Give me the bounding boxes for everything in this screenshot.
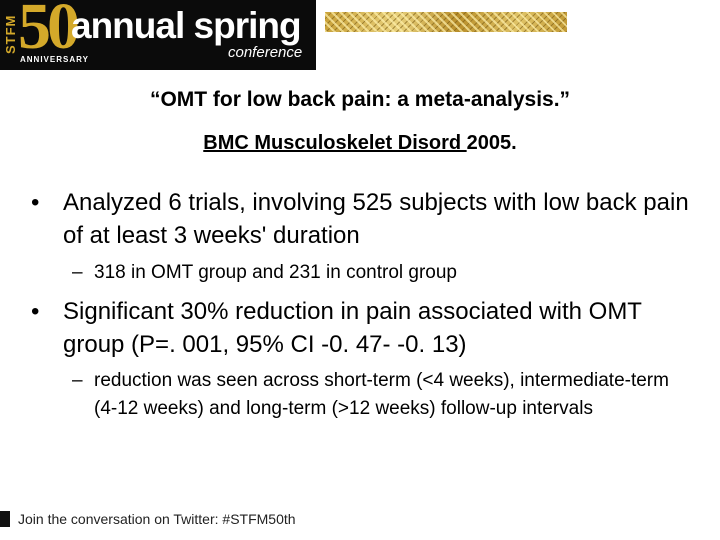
gold-glitter-decoration <box>325 12 567 32</box>
logo-conference-text: conference <box>228 44 303 61</box>
footer: Join the conversation on Twitter: #STFM5… <box>0 509 400 529</box>
bullet-text: Analyzed 6 trials, involving 525 subject… <box>63 189 689 249</box>
conference-logo: STFM 50 ANNIVERSARY annual spring confer… <box>0 0 316 70</box>
logo-annual-spring-text: annual spring <box>71 5 302 46</box>
sub-bullet-dash-icon: – <box>72 370 83 391</box>
footer-square-icon <box>0 511 10 527</box>
footer-twitter-text: Join the conversation on Twitter: #STFM5… <box>18 511 296 527</box>
citation: BMC Musculoskelet Disord 2005. <box>0 132 720 155</box>
bullet-item: • Analyzed 6 trials, involving 525 subje… <box>31 186 691 252</box>
bullet-text: Significant 30% reduction in pain associ… <box>63 298 642 358</box>
bullet-dot-icon: • <box>31 298 40 325</box>
citation-journal: BMC Musculoskelet Disord <box>203 132 467 154</box>
bullet-item: • Significant 30% reduction in pain asso… <box>31 295 691 361</box>
sub-bullet-text: 318 in OMT group and 231 in control grou… <box>94 262 457 283</box>
citation-year: 2005. <box>466 132 517 154</box>
sub-bullet-dash-icon: – <box>72 262 83 283</box>
logo-anniversary-text: ANNIVERSARY <box>20 55 89 64</box>
bullet-dot-icon: • <box>31 189 40 216</box>
sub-bullet-item: – 318 in OMT group and 231 in control gr… <box>72 259 692 287</box>
logo-fifty: 50 <box>18 0 80 63</box>
sub-bullet-text: reduction was seen across short-term (<4… <box>94 370 669 419</box>
slide-title: “OMT for low back pain: a meta-analysis.… <box>149 88 571 111</box>
sub-bullet-item: – reduction was seen across short-term (… <box>72 367 692 423</box>
logo-stfm-text: STFM <box>3 14 18 54</box>
